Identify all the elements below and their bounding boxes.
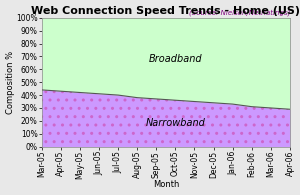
Text: (Source: Nielsen/NetRatings): (Source: Nielsen/NetRatings) xyxy=(189,10,290,16)
X-axis label: Month: Month xyxy=(153,180,179,190)
Y-axis label: Composition %: Composition % xyxy=(6,51,15,114)
Text: Broadband: Broadband xyxy=(148,54,202,64)
Title: Web Connection Speed Trends - Home (US): Web Connection Speed Trends - Home (US) xyxy=(31,5,300,16)
Text: Narrowband: Narrowband xyxy=(146,118,205,129)
